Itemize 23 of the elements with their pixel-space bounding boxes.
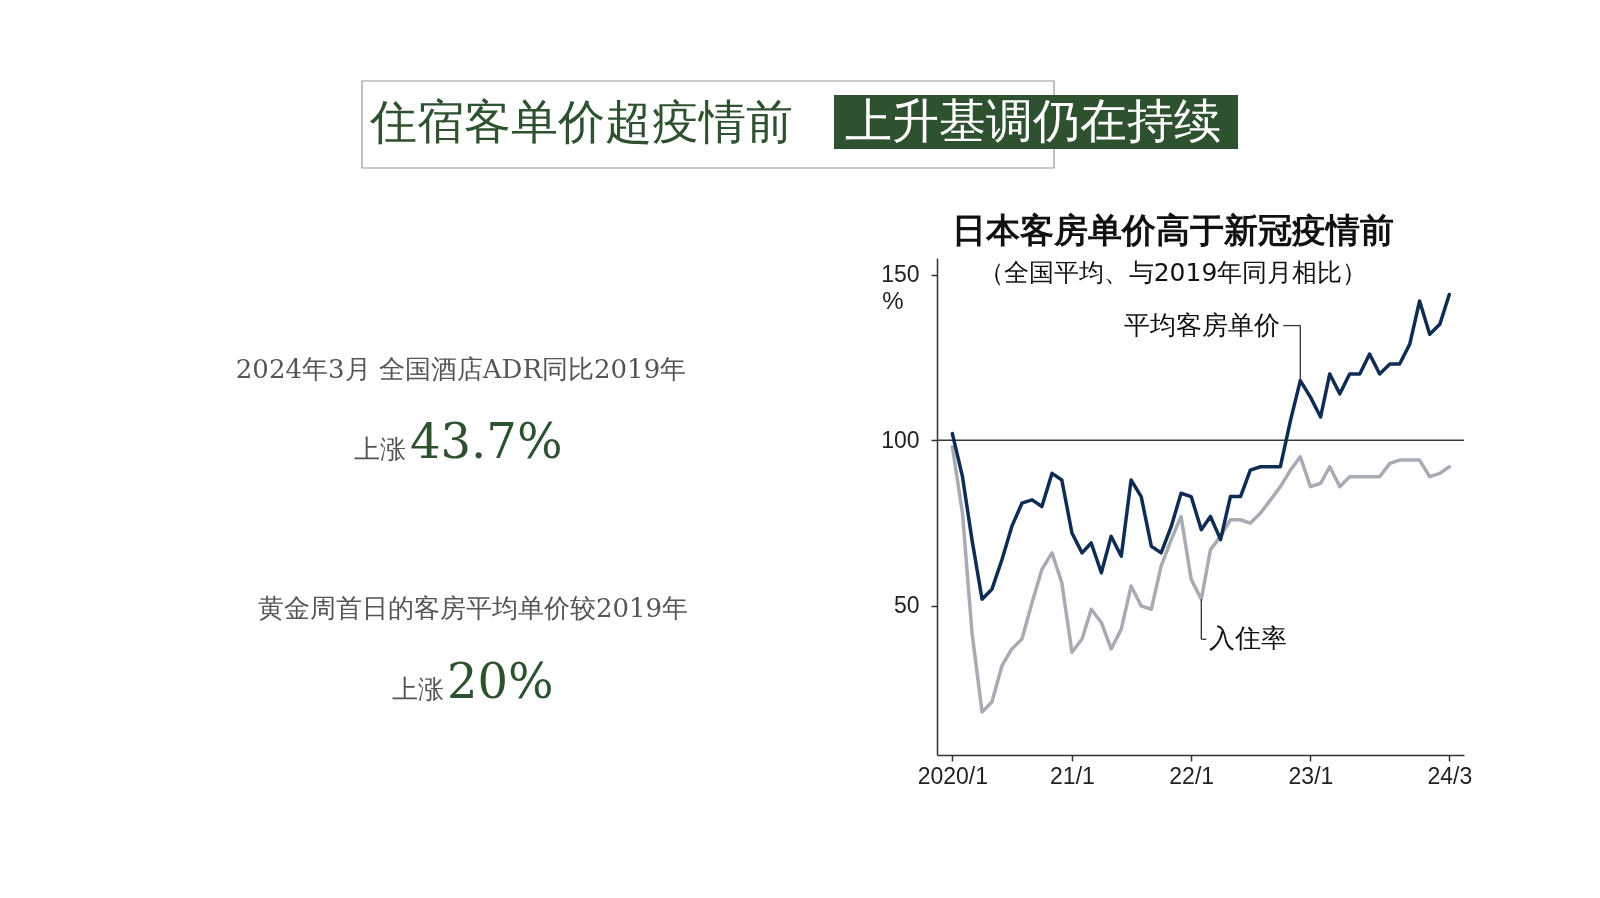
text: 上升基调仍在持续 xyxy=(845,93,1221,148)
x-tick-label: 24/3 xyxy=(1427,762,1473,789)
line-series xyxy=(950,292,1452,602)
y-tick-label: 100 xyxy=(881,426,920,453)
text: 住宿客单价超疫情前 xyxy=(369,94,793,149)
text: 上涨 xyxy=(392,674,444,704)
text: 上涨 xyxy=(354,434,406,464)
y-axis-title: % xyxy=(882,287,904,314)
chart-title: 日本客房单价高于新冠疫情前 xyxy=(952,210,1394,250)
x-tick-label: 22/1 xyxy=(1169,762,1215,789)
line-series xyxy=(950,445,1452,714)
text: 20% xyxy=(447,653,554,709)
y-tick-label: 150 xyxy=(881,261,920,288)
x-tick-label: 2020/1 xyxy=(917,762,989,789)
series-label: 平均客房单价 xyxy=(1124,309,1281,340)
series-label: 入住率 xyxy=(1209,623,1288,654)
chart-subtitle: （全国平均、与2019年同月相比） xyxy=(978,258,1368,287)
x-tick-label: 21/1 xyxy=(1050,762,1095,789)
text: 43.7% xyxy=(410,413,563,469)
text: 2024年3月 全国酒店ADR同比2019年 xyxy=(235,354,687,384)
text: 黄金周首日的客房平均单价较2019年 xyxy=(257,593,689,623)
x-tick-label: 23/1 xyxy=(1288,762,1334,789)
y-tick-label: 50 xyxy=(893,592,920,619)
